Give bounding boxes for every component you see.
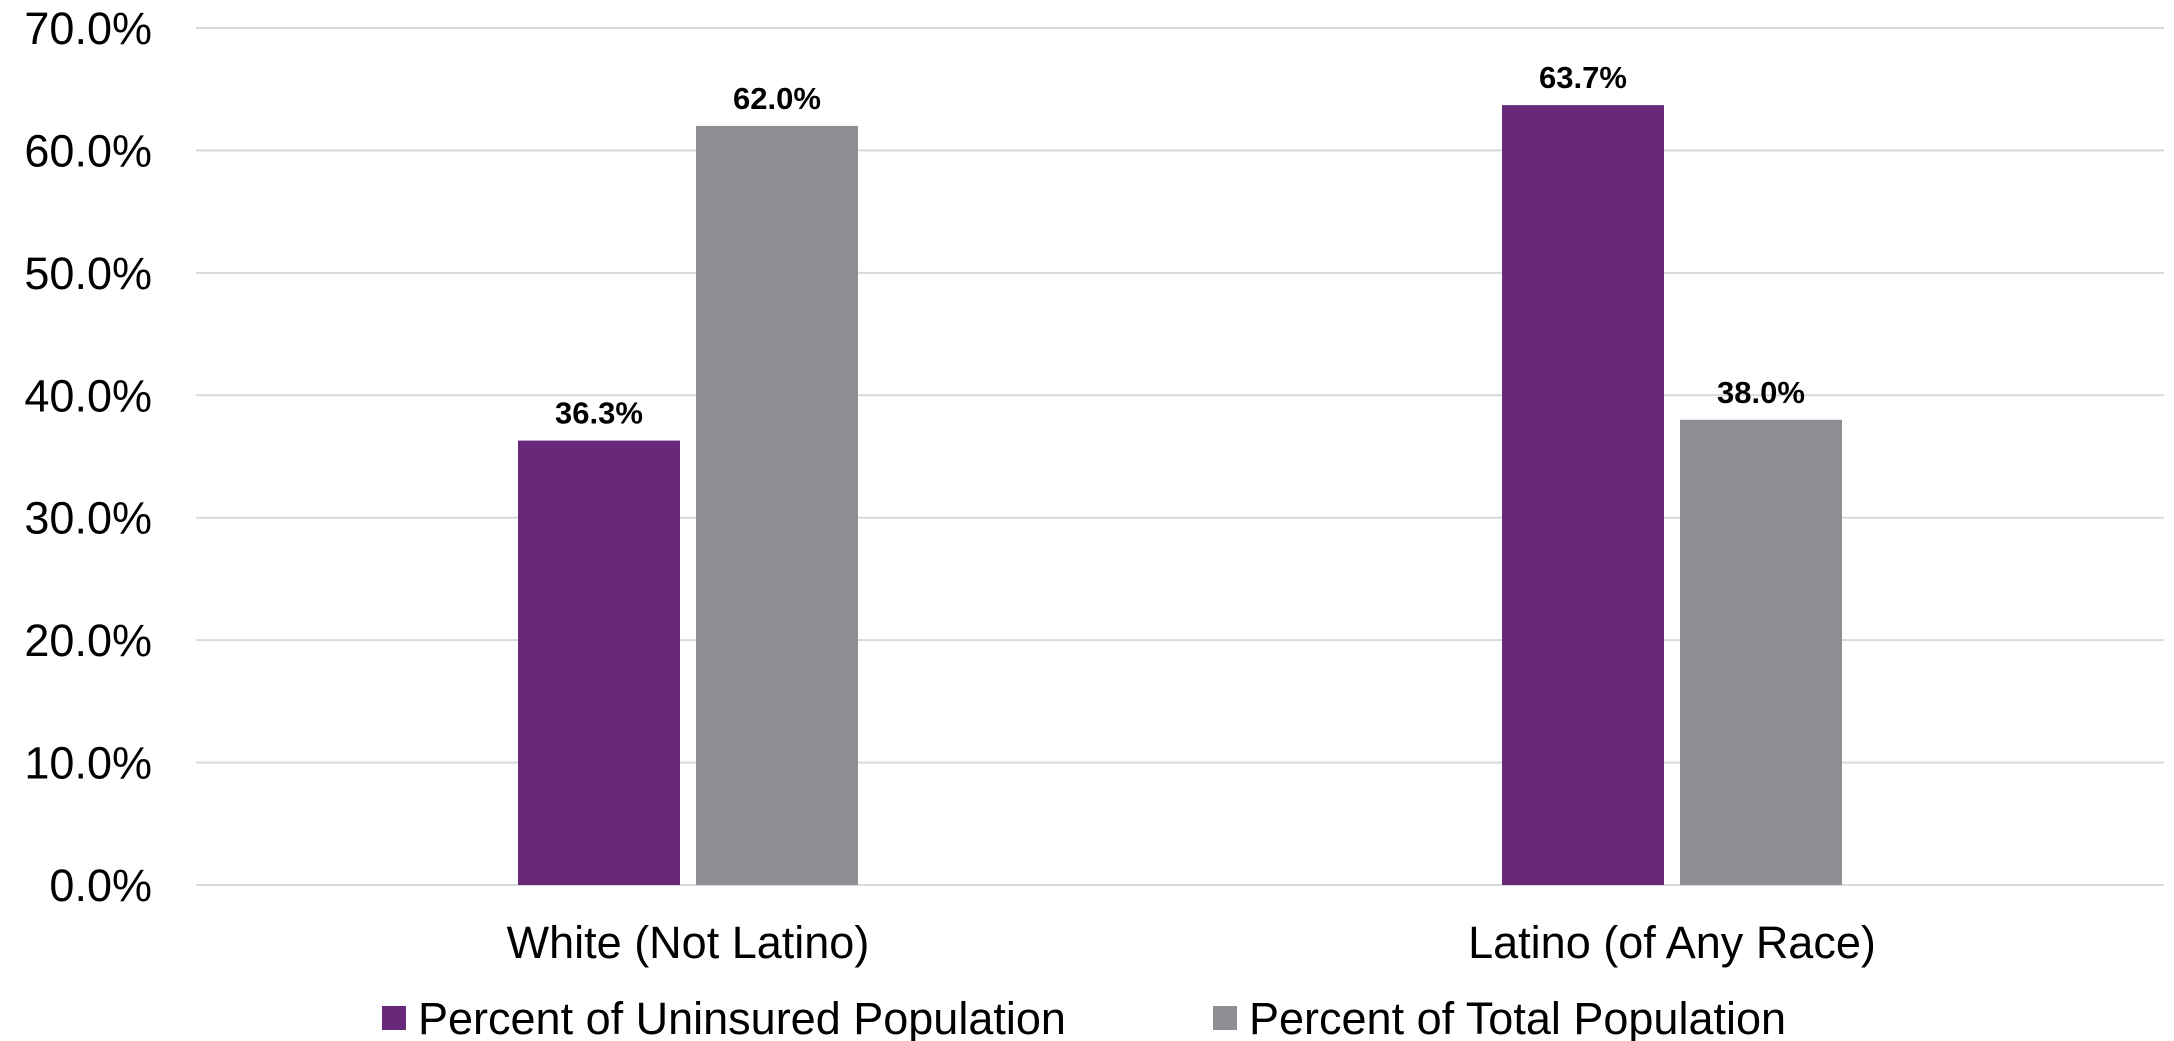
category-label: Latino (of Any Race) bbox=[1468, 917, 1876, 968]
y-axis-tick-labels: 0.0% 10.0% 20.0% 30.0% 40.0% 50.0% 60.0% 70.0% bbox=[24, 3, 152, 911]
category-label: White (Not Latino) bbox=[507, 917, 870, 968]
y-tick-label: 60.0% bbox=[24, 125, 152, 176]
data-labels: 36.3% 62.0% 63.7% 38.0% bbox=[555, 60, 1805, 430]
data-label: 62.0% bbox=[733, 81, 821, 116]
y-tick-label: 20.0% bbox=[24, 615, 152, 666]
y-tick-label: 0.0% bbox=[49, 860, 152, 911]
y-tick-label: 70.0% bbox=[24, 3, 152, 54]
y-tick-label: 40.0% bbox=[24, 370, 152, 421]
y-tick-label: 50.0% bbox=[24, 248, 152, 299]
legend-swatch-0 bbox=[382, 1006, 406, 1030]
data-label: 36.3% bbox=[555, 396, 643, 431]
y-tick-label: 30.0% bbox=[24, 493, 152, 544]
x-axis-category-labels: White (Not Latino) Latino (of Any Race) bbox=[507, 917, 1876, 968]
bar-series1-cat1 bbox=[1680, 419, 1842, 885]
data-label: 38.0% bbox=[1717, 375, 1805, 410]
bars bbox=[518, 105, 1842, 885]
bar-series0-cat0 bbox=[518, 440, 680, 885]
legend-label-1: Percent of Total Population bbox=[1249, 993, 1786, 1041]
bar-series1-cat0 bbox=[696, 125, 858, 885]
legend-label-0: Percent of Uninsured Population bbox=[418, 993, 1066, 1041]
legend: Percent of Uninsured Population Percent o… bbox=[382, 993, 1786, 1041]
data-label: 63.7% bbox=[1539, 60, 1627, 95]
legend-swatch-1 bbox=[1213, 1006, 1237, 1030]
y-tick-label: 10.0% bbox=[24, 738, 152, 789]
gridlines bbox=[196, 27, 2164, 886]
bar-series0-cat1 bbox=[1502, 105, 1664, 885]
